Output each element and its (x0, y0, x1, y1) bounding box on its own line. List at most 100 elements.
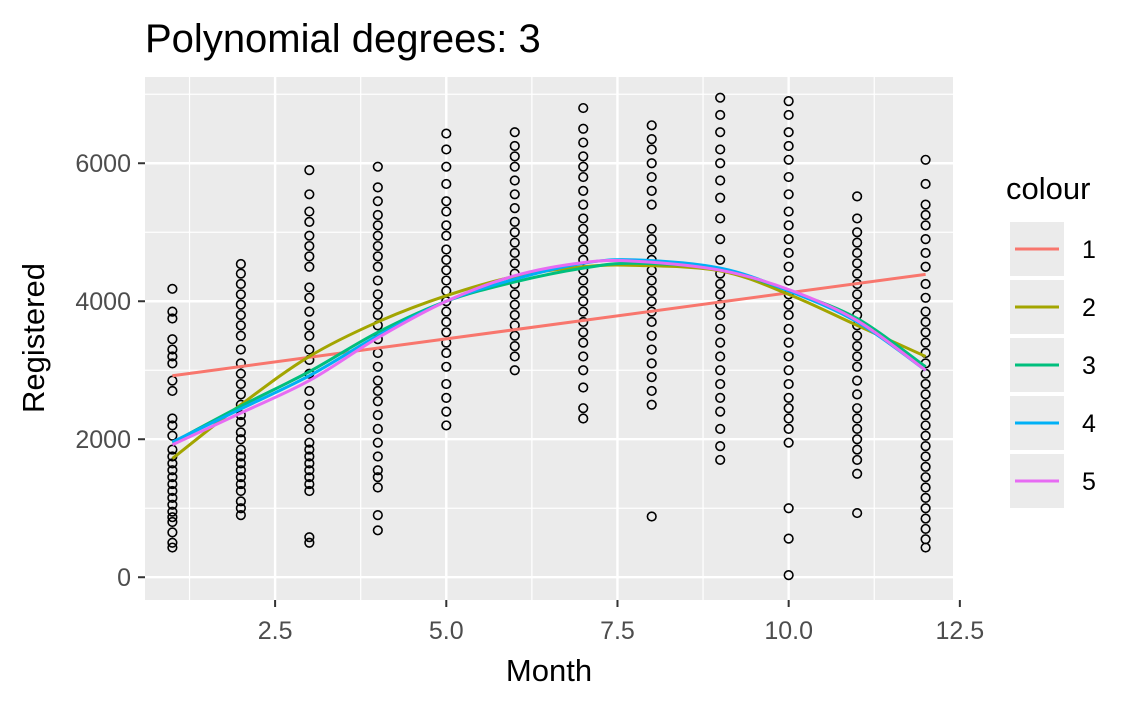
data-point (578, 244, 589, 255)
data-point (578, 213, 589, 224)
data-point (167, 485, 178, 497)
data-point (304, 458, 315, 469)
data-point (167, 458, 178, 469)
data-point (920, 482, 931, 493)
data-point (646, 185, 657, 196)
data-point (715, 337, 726, 348)
data-point (372, 299, 383, 310)
data-point (783, 337, 794, 348)
data-point (578, 296, 589, 307)
data-point (646, 171, 657, 183)
data-point (783, 503, 794, 514)
data-point (715, 254, 726, 265)
data-point (441, 316, 452, 328)
data-point (783, 220, 794, 231)
data-point (578, 223, 589, 234)
data-point (715, 454, 726, 466)
data-point (167, 506, 178, 517)
data-point (783, 275, 794, 286)
data-point (372, 275, 383, 286)
data-point (235, 510, 246, 521)
data-point (646, 511, 657, 522)
data-point (852, 258, 863, 269)
data-point (235, 289, 246, 300)
data-point (578, 306, 589, 317)
data-point (167, 334, 178, 345)
data-point (715, 441, 726, 452)
data-point (441, 361, 452, 372)
data-point (920, 389, 931, 400)
data-point (578, 337, 589, 348)
data-point (578, 199, 589, 210)
data-point (372, 385, 383, 397)
data-point (920, 209, 931, 221)
data-point (304, 399, 315, 410)
data-point (372, 230, 383, 241)
data-point (304, 206, 315, 217)
data-point (509, 365, 520, 376)
data-point (509, 330, 520, 341)
data-point (372, 361, 383, 372)
data-point (852, 507, 863, 519)
data-point (715, 423, 726, 434)
data-point (783, 206, 794, 217)
data-point (167, 385, 178, 397)
data-point (852, 434, 863, 445)
data-point (167, 465, 178, 476)
legend-title: colour (1006, 171, 1090, 206)
data-point (235, 258, 246, 270)
data-point (441, 275, 452, 286)
data-point (372, 289, 383, 300)
series-line-5 (171, 258, 927, 447)
data-point (646, 223, 657, 234)
data-point (783, 247, 794, 259)
data-point (578, 403, 589, 414)
data-point (167, 375, 178, 386)
data-point (578, 275, 589, 286)
data-point (372, 240, 383, 252)
data-point (920, 337, 931, 348)
x-tick-label: 12.5 (936, 617, 985, 645)
data-point (783, 533, 794, 544)
data-point (783, 171, 794, 183)
data-point (920, 534, 931, 545)
data-point (852, 468, 863, 479)
data-point (372, 309, 383, 321)
data-point (920, 292, 931, 303)
data-point (509, 351, 520, 362)
data-point (920, 409, 931, 421)
legend-label: 5 (1082, 468, 1096, 496)
data-point (235, 320, 246, 331)
data-point (920, 523, 931, 535)
data-point (235, 496, 246, 507)
data-point (783, 323, 794, 334)
data-point (715, 92, 726, 103)
data-point (715, 144, 726, 155)
data-point (304, 385, 315, 397)
data-point (852, 351, 863, 362)
data-point (235, 478, 246, 490)
data-point (304, 451, 315, 462)
data-point (304, 240, 315, 252)
data-point (441, 128, 452, 139)
data-point (852, 237, 863, 248)
data-point (783, 234, 794, 245)
data-point (235, 451, 246, 462)
data-point (304, 306, 315, 317)
data-point (715, 127, 726, 138)
data-point (646, 372, 657, 383)
data-point (578, 351, 589, 362)
data-point (167, 516, 178, 528)
data-point (304, 261, 315, 272)
data-point (441, 244, 452, 255)
y-tick-label: 0 (117, 564, 131, 592)
data-point (783, 403, 794, 414)
data-point (304, 413, 315, 424)
data-point (920, 316, 931, 328)
data-point (783, 365, 794, 376)
data-point (920, 420, 931, 431)
data-point (715, 109, 726, 121)
data-point (167, 413, 178, 424)
x-tick-label: 2.5 (258, 617, 293, 645)
